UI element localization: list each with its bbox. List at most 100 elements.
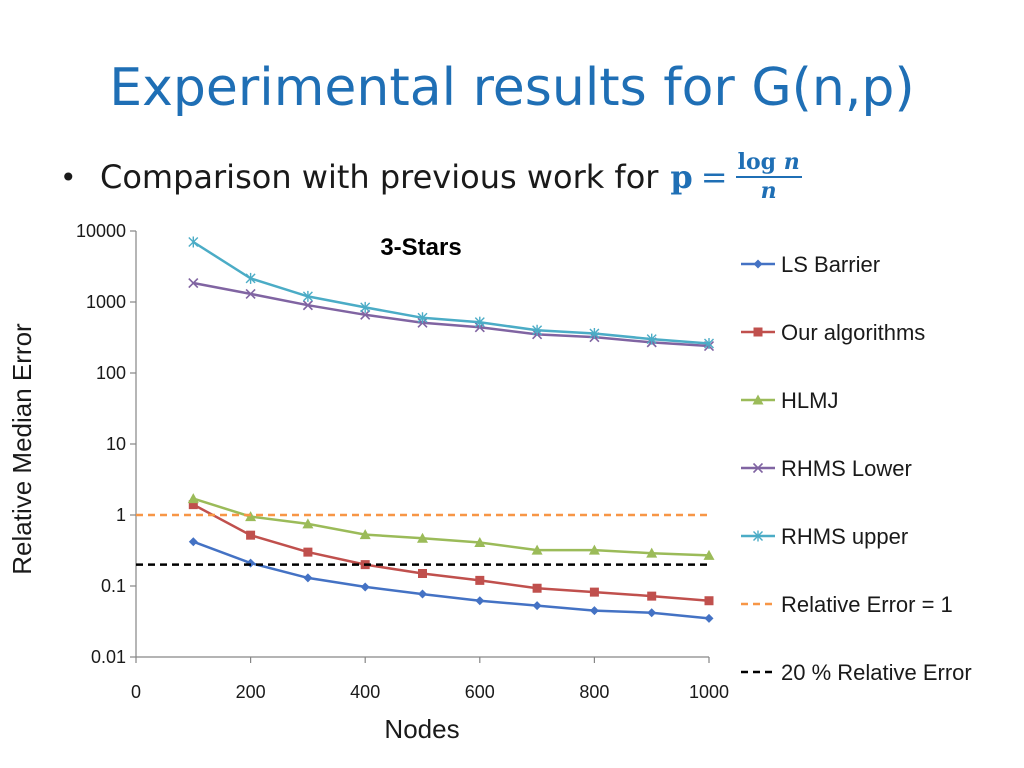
- data-point: [188, 236, 199, 248]
- series-rhms-lower: [188, 277, 715, 352]
- legend-label: RHMS upper: [781, 524, 908, 549]
- data-point: [245, 272, 256, 284]
- legend-label: LS Barrier: [781, 252, 880, 277]
- x-tick-label: 600: [465, 682, 495, 702]
- series-ls-barrier: [188, 537, 714, 623]
- formula-lhs: p: [670, 158, 693, 196]
- data-point: [302, 518, 314, 529]
- data-point: [302, 300, 313, 311]
- bullet-text: Comparison with previous work for: [100, 158, 659, 196]
- data-point: [303, 547, 313, 557]
- y-tick-label: 0.1: [101, 576, 126, 596]
- formula-equals: =: [700, 158, 728, 196]
- legend-item: RHMS upper: [741, 524, 908, 549]
- data-point: [646, 547, 658, 558]
- chart-title: 3-Stars: [380, 234, 461, 261]
- data-point: [475, 575, 485, 585]
- y-tick-label: 10: [106, 434, 126, 454]
- data-point: [647, 591, 657, 601]
- series-rhms-upper: [188, 236, 714, 350]
- data-point: [188, 500, 198, 510]
- series-line: [193, 281, 710, 348]
- data-point: [188, 277, 199, 289]
- formula-fraction: log n n: [735, 148, 802, 205]
- formula: p = log n n: [670, 148, 802, 205]
- data-point: [704, 613, 714, 623]
- legend-label: Relative Error = 1: [781, 592, 953, 617]
- legend-marker: [752, 462, 764, 474]
- bullet-point: • Comparison with previous work for p = …: [60, 148, 802, 205]
- x-tick-label: 800: [579, 682, 609, 702]
- data-point: [246, 558, 256, 568]
- y-tick-label: 10000: [76, 221, 126, 241]
- data-point: [188, 537, 198, 547]
- y-tick-label: 1000: [86, 292, 126, 312]
- data-point: [474, 316, 485, 328]
- data-point: [417, 532, 428, 543]
- legend-label: Our algorithms: [781, 320, 925, 345]
- data-point: [303, 573, 313, 583]
- chart-axes: 0.01 0.1 1 10 100 1000 10000 0 200 400 600 800 1000: [76, 221, 729, 702]
- x-tick-label: 0: [131, 682, 141, 702]
- formula-num-var: n: [783, 148, 800, 175]
- data-point: [246, 530, 256, 540]
- x-axis-title: Nodes: [384, 714, 459, 744]
- legend-marker: [753, 327, 763, 337]
- y-axis-title: Relative Median Error: [7, 323, 37, 575]
- legend-item: HLMJ: [741, 388, 838, 413]
- data-point: [646, 333, 657, 345]
- formula-numerator: log n: [735, 148, 802, 178]
- data-point: [703, 549, 715, 560]
- data-point: [475, 596, 485, 606]
- series-line: [192, 503, 710, 602]
- legend-item: LS Barrier: [741, 252, 880, 277]
- formula-log: log: [737, 148, 777, 175]
- formula-denominator: n: [760, 177, 777, 204]
- series-line: [192, 240, 710, 345]
- data-point: [704, 596, 714, 606]
- data-point: [245, 288, 256, 299]
- chart-series: [136, 236, 715, 623]
- data-point: [418, 589, 427, 599]
- data-point: [417, 312, 428, 324]
- data-point: [360, 301, 371, 313]
- y-tick-label: 100: [96, 363, 126, 383]
- data-point: [589, 328, 600, 340]
- legend-label: 20 % Relative Error: [781, 660, 972, 685]
- legend-item: RHMS Lower: [741, 456, 912, 481]
- data-point: [589, 587, 599, 597]
- data-point: [532, 601, 542, 611]
- y-tick-label: 1: [116, 505, 126, 525]
- legend-item: 20 % Relative Error: [741, 660, 972, 685]
- data-point: [360, 309, 371, 320]
- series-hlmj: [187, 493, 715, 560]
- data-point: [531, 544, 543, 555]
- x-tick-label: 400: [350, 682, 380, 702]
- data-point: [187, 493, 199, 504]
- slide-title: Experimental results for G(n,p): [109, 58, 915, 118]
- data-point: [359, 529, 371, 540]
- x-tick-label: 1000: [689, 682, 729, 702]
- data-point: [532, 583, 542, 593]
- data-point: [589, 606, 599, 616]
- legend-label: HLMJ: [781, 388, 838, 413]
- legend-item: Relative Error = 1: [741, 592, 953, 617]
- legend-label: RHMS Lower: [781, 456, 912, 481]
- data-point: [302, 290, 313, 302]
- legend-item: Our algorithms: [741, 320, 925, 345]
- x-tick-label: 200: [236, 682, 266, 702]
- legend-marker: [753, 259, 763, 269]
- data-point: [418, 568, 427, 578]
- data-point: [360, 582, 370, 592]
- y-tick-label: 0.01: [91, 647, 126, 667]
- legend-marker: [752, 394, 764, 405]
- data-point: [704, 338, 714, 350]
- data-point: [588, 544, 600, 555]
- legend-marker: [753, 530, 763, 542]
- data-point: [647, 608, 657, 618]
- bullet-dot-icon: •: [60, 160, 77, 194]
- chart-legend: LS Barrier Our algorithms HLMJ RHMS Lower RH…: [741, 252, 972, 685]
- series-line: [192, 497, 710, 557]
- series-line: [192, 540, 710, 620]
